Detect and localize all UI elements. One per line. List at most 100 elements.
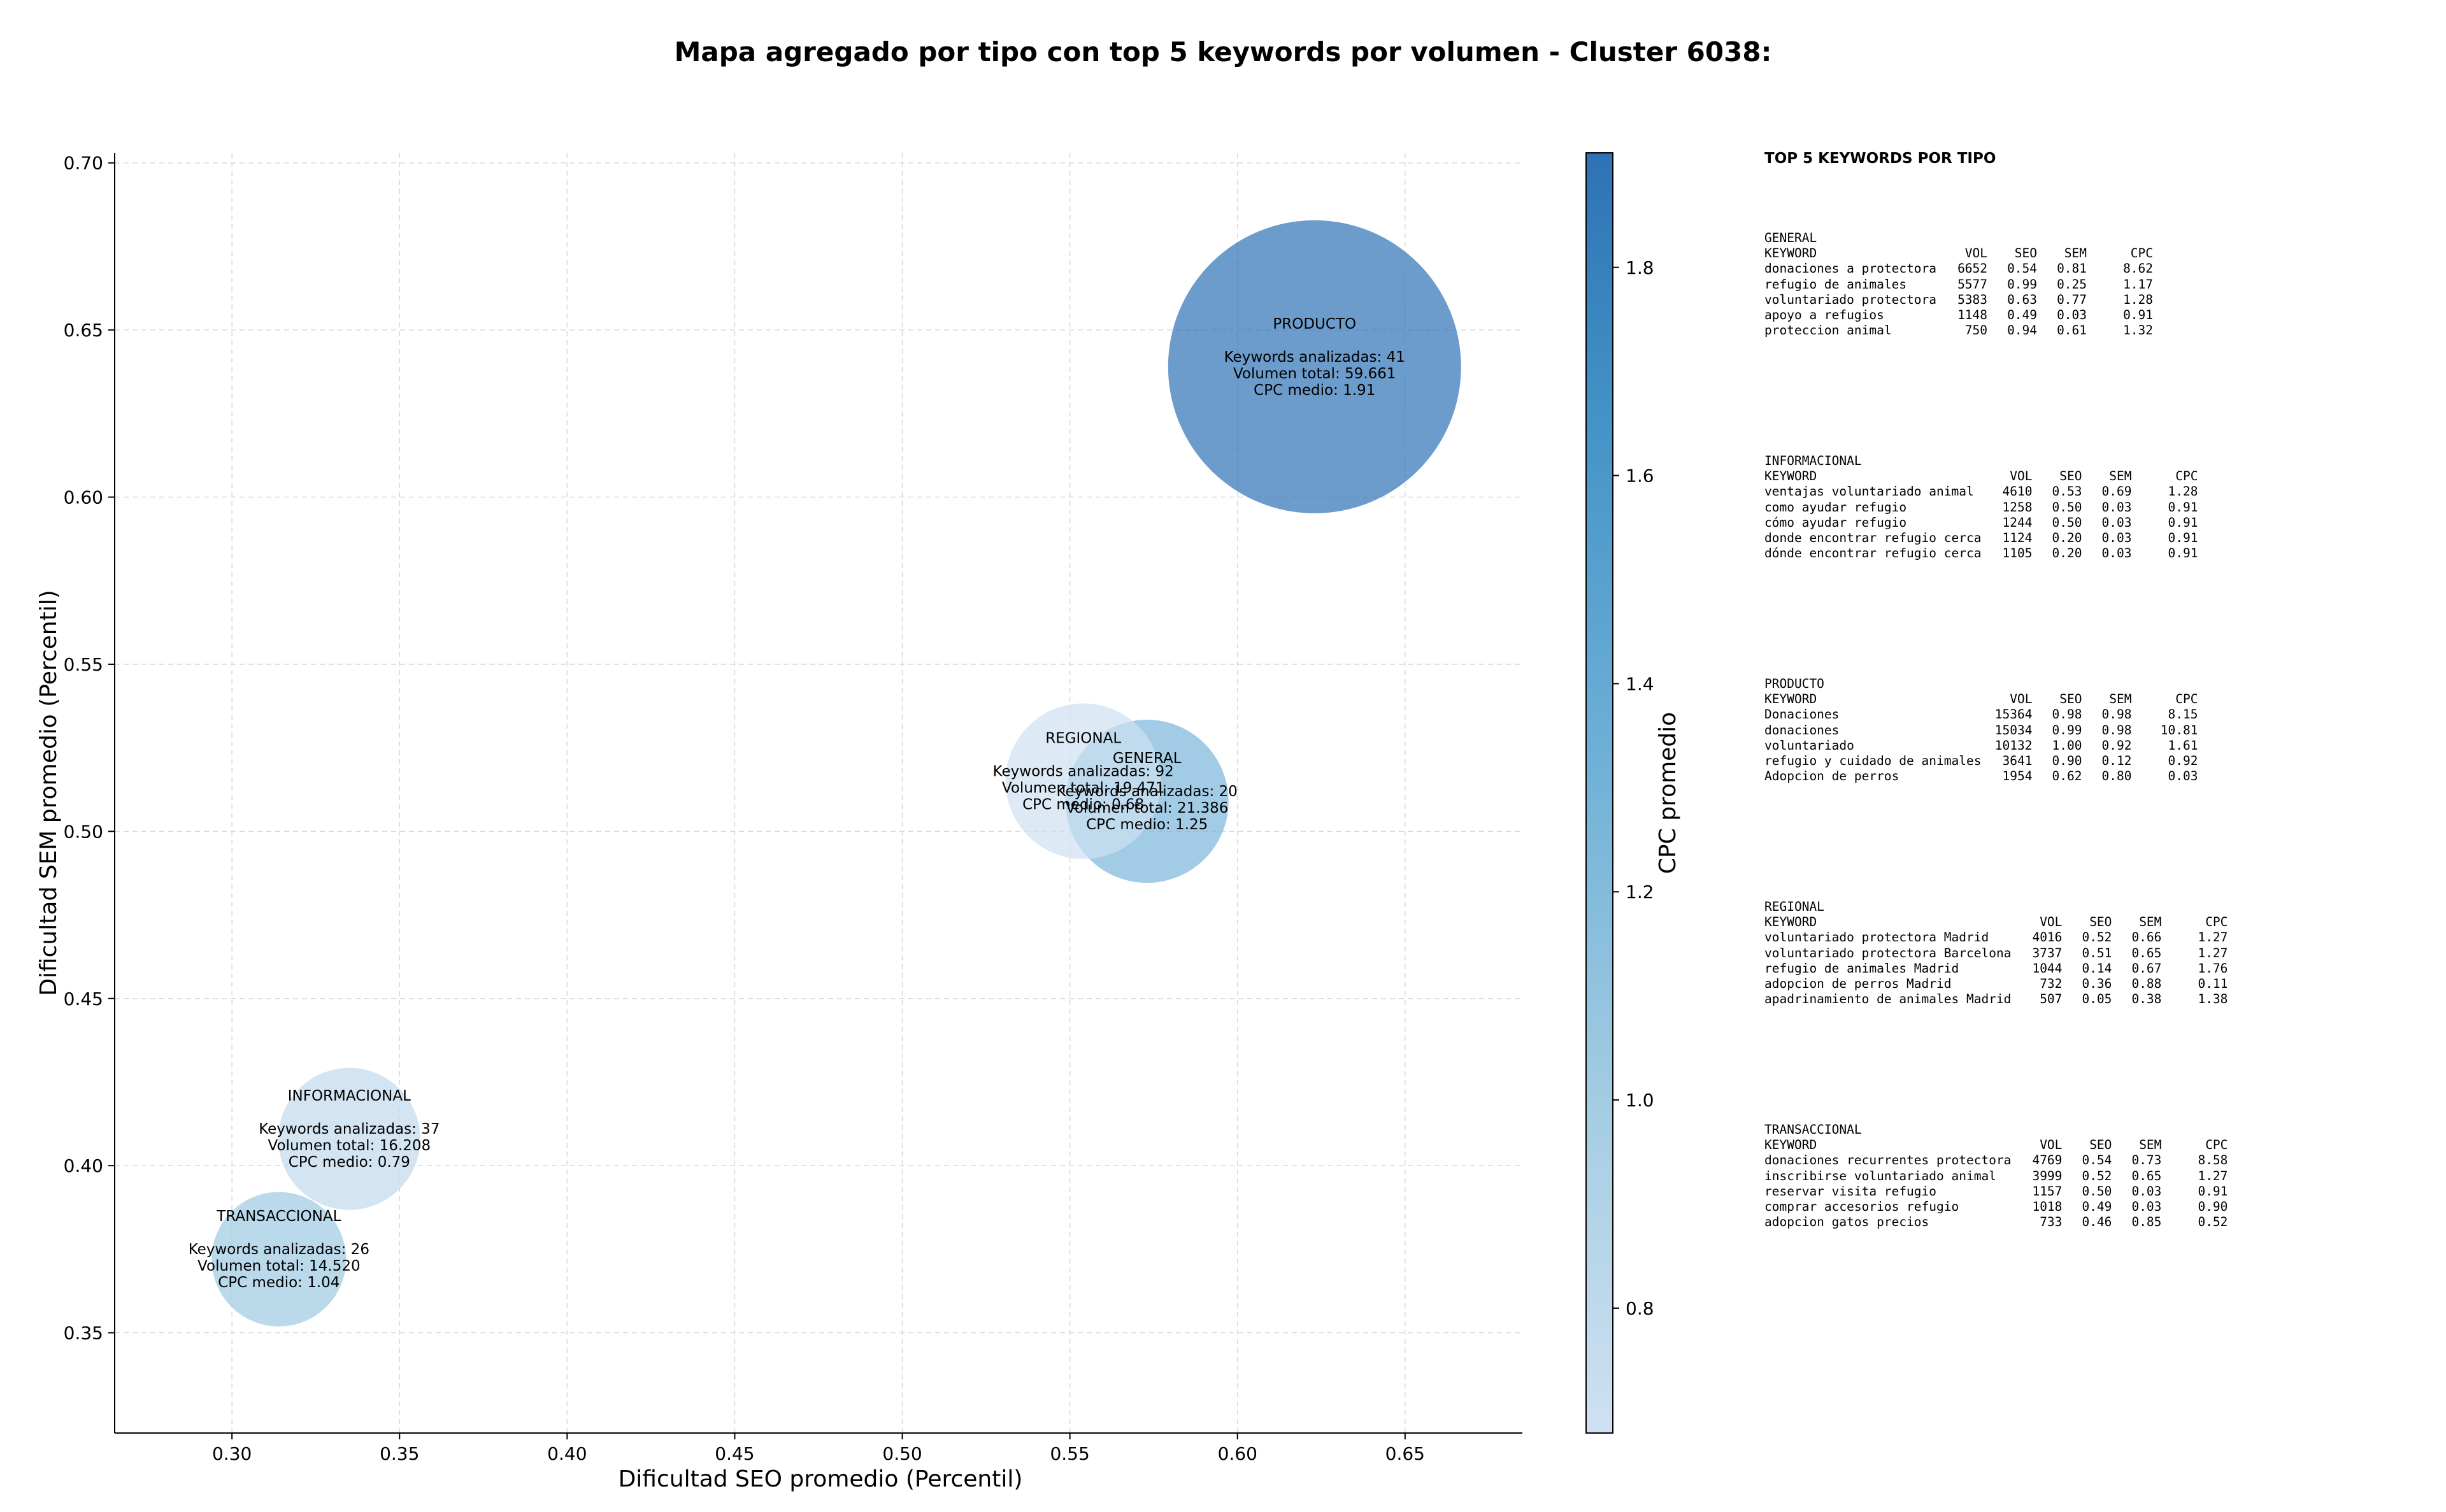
keyword-group-informacional: INFORMACIONAL KEYWORD VOL SEO SEM CPC ventajas… [1764,453,2198,561]
cpc-cell: 1.27 [2198,945,2228,960]
colorbar-label: CPC promedio [1655,712,1681,874]
keyword-table: KEYWORD VOL SEO SEM CPC donaciones recurrente… [1764,1138,2228,1230]
volume-cell: 1018 [2032,1199,2063,1215]
bubble-label-informacional-keywords: Keywords analizadas: 37 [259,1121,440,1138]
cpc-cell: 1.27 [2198,1168,2228,1183]
bubble-informacional [278,1067,420,1210]
colorbar-gradient [1585,152,1613,1434]
volume-cell: 15364 [1994,707,2033,722]
y-axis-label: Dificultad SEM promedio (Percentil) [36,590,62,996]
table-row: reservar visita refugio 1157 0.50 0.03 0.91 [1764,1184,2228,1199]
sem-cell: 0.85 [2131,1215,2162,1230]
column-header-vol: VOL [2010,469,2033,484]
volume-cell: 1244 [2002,515,2033,530]
table-row: inscribirse voluntariado animal 3999 0.52 0… [1764,1169,2228,1184]
bubble-label-general-volume: Volumen total: 21.386 [1066,800,1229,817]
keyword-table: KEYWORD VOL SEO SEM CPC voluntariado protecto… [1764,915,2228,1007]
cpc-cell: 0.03 [2168,769,2198,784]
sem-cell: 0.98 [2101,707,2132,722]
keyword-cell: inscribirse voluntariado animal [1764,1168,1996,1183]
x-tick-label: 0.60 [1218,1443,1257,1464]
colorbar-tick-label: 1.6 [1626,466,1654,487]
keyword-group-transaccional: TRANSACCIONAL KEYWORD VOL SEO SEM CPC donacion… [1764,1122,2228,1230]
seo-cell: 0.62 [2052,769,2082,784]
cpc-cell: 8.62 [2123,261,2154,276]
volume-cell: 1044 [2032,960,2063,976]
sem-cell: 0.03 [2131,1199,2162,1215]
volume-cell: 3999 [2032,1168,2063,1183]
keyword-group-producto: PRODUCTO KEYWORD VOL SEO SEM CPC Donaciones 153… [1764,676,2198,784]
keyword-cell: ventajas voluntariado animal [1764,484,1974,499]
table-row: donde encontrar refugio cerca 1124 0.20 0.0… [1764,531,2198,546]
keyword-cell: Donaciones [1764,707,1840,722]
column-header-seo: SEO [2014,246,2038,261]
colorbar-ticks: 0.8 1.0 1.2 1.4 1.6 1.8 [1613,257,1654,1319]
seo-cell: 0.99 [2052,722,2082,738]
cpc-cell: 0.92 [2168,753,2198,769]
column-header-sem: SEM [2139,915,2162,930]
cpc-cell: 0.11 [2198,976,2228,992]
seo-cell: 0.50 [2052,499,2082,515]
column-header-keyword: KEYWORD [1764,1138,1817,1153]
keyword-cell: refugio de animales Madrid [1764,960,1959,976]
keyword-cell: voluntariado protectora Madrid [1764,930,1989,945]
bubble-label-transaccional-keywords: Keywords analizadas: 26 [189,1241,369,1258]
cpc-cell: 1.61 [2168,738,2198,753]
cpc-cell: 8.15 [2168,707,2198,722]
bubble-label-producto-volume: Volumen total: 59.661 [1233,366,1396,382]
bubble-layer [211,220,1461,1327]
column-header-sem: SEM [2139,1138,2162,1153]
bubble-label-general-cpc: CPC medio: 1.25 [1086,817,1208,833]
table-row: voluntariado protectora Madrid 4016 0.52 0.… [1764,930,2228,945]
seo-cell: 0.50 [2052,515,2082,530]
seo-cell: 0.51 [2082,945,2112,960]
seo-cell: 0.54 [2082,1153,2112,1168]
sem-cell: 0.12 [2101,753,2132,769]
column-header-cpc: CPC [2205,1138,2228,1153]
column-header-keyword: KEYWORD [1764,469,1817,484]
table-row: refugio y cuidado de animales 3641 0.90 0.1… [1764,753,2198,769]
cpc-cell: 0.52 [2198,1215,2228,1230]
seo-cell: 0.36 [2082,976,2112,992]
sem-cell: 0.73 [2131,1153,2162,1168]
volume-cell: 1148 [1957,308,1988,323]
volume-cell: 3737 [2032,945,2063,960]
keyword-cell: refugio de animales [1764,276,1907,292]
table-row: cómo ayudar refugio 1244 0.50 0.03 0.91 [1764,515,2198,531]
column-header-seo: SEO [2089,1138,2112,1153]
column-header-keyword: KEYWORD [1764,692,1817,707]
bubble-label-producto-cpc: CPC medio: 1.91 [1254,382,1375,399]
keyword-group-title: PRODUCTO [1764,676,1824,691]
keyword-group-title: TRANSACCIONAL [1764,1122,1862,1137]
cpc-cell: 1.32 [2123,323,2154,338]
seo-cell: 0.20 [2052,531,2082,546]
seo-cell: 0.99 [2007,276,2038,292]
x-tick-label: 0.65 [1385,1443,1425,1464]
bubble-regional [1005,703,1161,859]
sem-cell: 0.03 [2131,1183,2162,1199]
keyword-cell: Adopcion de perros [1764,769,1899,784]
table-row: Donaciones 15364 0.98 0.98 8.15 [1764,707,2198,722]
sem-cell: 0.80 [2101,769,2132,784]
sem-cell: 0.03 [2057,308,2087,323]
sem-cell: 0.77 [2057,292,2087,307]
cpc-cell: 1.27 [2198,930,2228,945]
cpc-cell: 1.76 [2198,960,2228,976]
column-header-cpc: CPC [2205,915,2228,930]
bubble-label-transaccional-name: TRANSACCIONAL [216,1208,341,1225]
table-row: voluntariado protectora Barcelona 3737 0.5… [1764,946,2228,961]
seo-cell: 0.98 [2052,707,2082,722]
keyword-cell: donde encontrar refugio cerca [1764,531,1982,546]
volume-cell: 733 [2040,1215,2063,1230]
y-ticks: 0.35 0.40 0.45 0.50 0.55 0.60 0.65 0.70 [64,153,115,1344]
volume-cell: 1258 [2002,499,2033,515]
bubble-label-regional-keywords: Keywords analizadas: 92 [993,764,1174,780]
keyword-cell: apoyo a refugios [1764,308,1884,323]
bubble-label-regional-volume: Volumen total: 19.471 [1002,780,1165,797]
sem-cell: 0.65 [2131,1168,2162,1183]
column-header-vol: VOL [2010,692,2033,707]
seo-cell: 0.52 [2082,1168,2112,1183]
keyword-cell: voluntariado [1764,738,1854,753]
keyword-group-title: INFORMACIONAL [1764,453,1862,468]
keyword-group-regional: REGIONAL KEYWORD VOL SEO SEM CPC voluntariado … [1764,899,2228,1007]
